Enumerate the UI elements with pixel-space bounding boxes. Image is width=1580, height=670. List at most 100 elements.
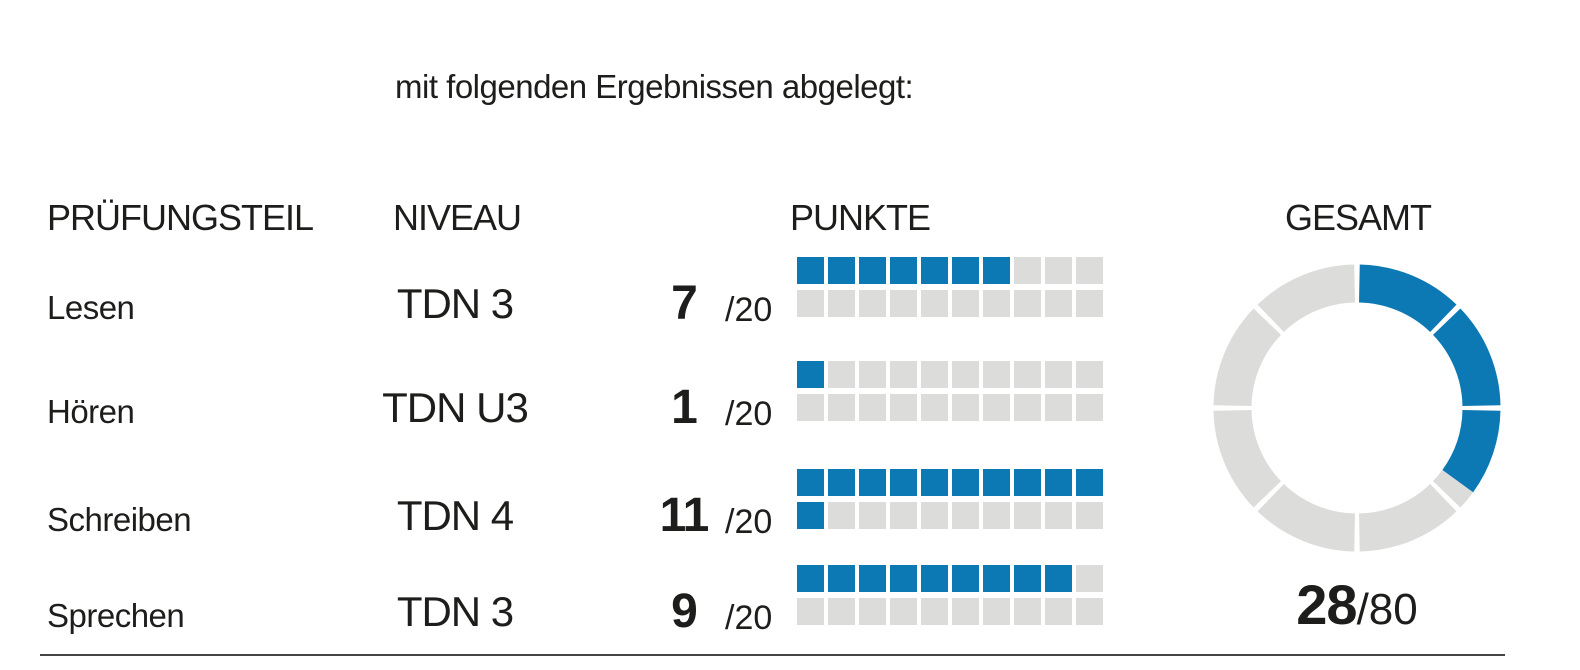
point-square-filled	[952, 257, 979, 284]
point-square-empty	[1045, 290, 1072, 317]
point-square-empty	[1076, 361, 1103, 388]
point-square-empty	[921, 502, 948, 529]
point-square-filled	[859, 257, 886, 284]
row-level-value: TDN 4	[396, 492, 514, 539]
point-square-empty	[1014, 290, 1041, 317]
point-square-empty	[890, 290, 917, 317]
points-squares-grid	[797, 565, 1103, 625]
column-header-niveau: NIVEAU	[393, 197, 522, 238]
table-row: Schreiben TDN 4 11 /20	[47, 469, 1110, 540]
point-square-empty	[1014, 598, 1041, 625]
point-square-empty	[983, 394, 1010, 421]
point-square-empty	[1014, 257, 1041, 284]
point-square-filled	[797, 502, 824, 529]
point-square-filled	[890, 469, 917, 496]
point-square-empty	[952, 290, 979, 317]
point-square-empty	[983, 598, 1010, 625]
donut-segment-empty	[1358, 483, 1457, 552]
donut-segment-empty	[1257, 264, 1356, 333]
point-square-filled	[921, 257, 948, 284]
point-square-empty	[890, 361, 917, 388]
row-level-value: TDN 3	[396, 588, 514, 635]
row-points-value: 11	[659, 489, 710, 542]
point-square-empty	[828, 394, 855, 421]
point-square-empty	[921, 290, 948, 317]
point-square-filled	[828, 565, 855, 592]
row-level-value: TDN 3	[396, 280, 514, 327]
row-points-value: 1	[671, 381, 698, 434]
point-square-filled	[983, 469, 1010, 496]
point-square-empty	[1014, 502, 1041, 529]
row-part-label: Sprechen	[47, 597, 185, 634]
row-part-label: Schreiben	[47, 501, 192, 538]
column-header-gesamt: GESAMT	[1285, 197, 1432, 238]
row-points-max-label: /20	[725, 395, 773, 433]
points-squares-grid	[797, 469, 1103, 529]
point-square-empty	[1076, 502, 1103, 529]
point-square-filled	[921, 565, 948, 592]
donut-segment-empty	[1213, 409, 1282, 508]
point-square-empty	[952, 502, 979, 529]
point-square-empty	[1076, 257, 1103, 284]
point-square-empty	[983, 361, 1010, 388]
point-square-empty	[1076, 394, 1103, 421]
row-points-max-label: /20	[725, 503, 773, 541]
point-square-empty	[1045, 598, 1072, 625]
point-square-filled	[797, 361, 824, 388]
row-points-value: 9	[671, 585, 698, 638]
point-square-empty	[859, 502, 886, 529]
point-square-filled	[1014, 469, 1041, 496]
point-square-empty	[921, 598, 948, 625]
point-square-filled	[1014, 565, 1041, 592]
point-square-empty	[1076, 565, 1103, 592]
point-square-empty	[983, 290, 1010, 317]
row-points-value: 7	[671, 277, 698, 330]
point-square-empty	[797, 598, 824, 625]
point-square-filled	[921, 469, 948, 496]
point-square-empty	[1045, 502, 1072, 529]
point-square-filled	[797, 257, 824, 284]
point-square-empty	[1076, 598, 1103, 625]
point-square-filled	[952, 469, 979, 496]
column-header-punkte: PUNKTE	[790, 197, 931, 238]
point-square-empty	[859, 361, 886, 388]
point-square-empty	[1014, 394, 1041, 421]
point-square-empty	[1045, 394, 1072, 421]
point-square-filled	[890, 565, 917, 592]
point-square-empty	[890, 394, 917, 421]
point-square-empty	[1076, 290, 1103, 317]
row-part-label: Hören	[47, 393, 135, 430]
donut-segment-empty	[1213, 308, 1282, 407]
point-square-filled	[859, 565, 886, 592]
point-square-empty	[890, 598, 917, 625]
donut-segment-filled	[1358, 264, 1457, 333]
point-square-empty	[952, 598, 979, 625]
table-row: Hören TDN U3 1 /20	[47, 361, 1110, 432]
point-square-empty	[859, 598, 886, 625]
point-square-filled	[952, 565, 979, 592]
point-square-empty	[890, 502, 917, 529]
point-square-empty	[828, 502, 855, 529]
column-header-pruefungsteil: PRÜFUNGSTEIL	[47, 197, 314, 238]
gesamt-total-value: 28	[1296, 573, 1357, 636]
row-part-label: Lesen	[47, 289, 135, 326]
gesamt-donut-chart	[1213, 264, 1501, 552]
point-square-empty	[952, 361, 979, 388]
point-square-filled	[983, 257, 1010, 284]
point-square-empty	[952, 394, 979, 421]
point-square-empty	[983, 502, 1010, 529]
gesamt-total: 28/80	[1197, 577, 1517, 633]
point-square-filled	[1045, 565, 1072, 592]
intro-text: mit folgenden Ergebnissen abgelegt:	[395, 68, 914, 105]
point-square-empty	[859, 394, 886, 421]
point-square-empty	[921, 361, 948, 388]
point-square-empty	[828, 598, 855, 625]
donut-segment-filled	[1432, 308, 1501, 407]
points-squares-grid	[797, 257, 1103, 317]
donut-segment-partial-filled	[1442, 409, 1501, 493]
point-square-filled	[797, 565, 824, 592]
point-square-filled	[828, 257, 855, 284]
gesamt-total-max-label: /80	[1356, 585, 1418, 634]
row-points-max-label: /20	[725, 599, 773, 637]
